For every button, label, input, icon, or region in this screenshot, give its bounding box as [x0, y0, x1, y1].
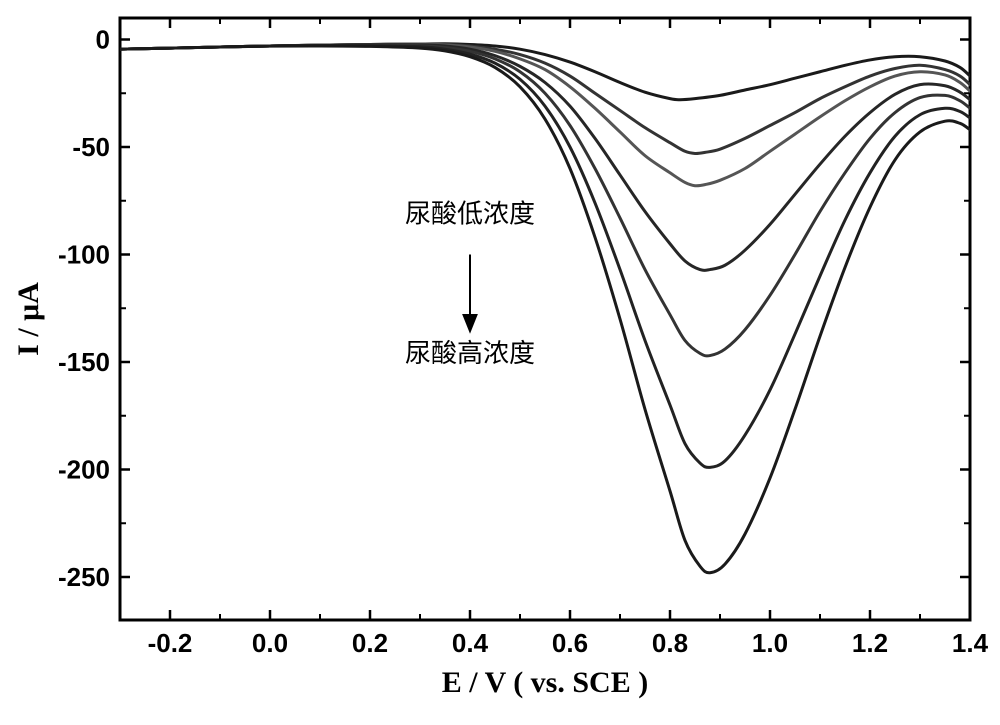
x-tick-label: 0.2	[352, 628, 388, 658]
annotation-top: 尿酸低浓度	[405, 199, 535, 228]
y-axis-label: I / μA	[12, 282, 45, 356]
x-tick-label: -0.2	[148, 628, 193, 658]
x-tick-label: 1.2	[852, 628, 888, 658]
annotation-bottom: 尿酸高浓度	[405, 339, 535, 368]
chart-svg: -0.2 0.0 0.2 0.4 0.6 0.8 1.0 1.2 1.4 0 -50 -100 -150…	[0, 0, 1000, 725]
y-tick-label: -200	[58, 455, 110, 485]
x-tick-label: 0.8	[652, 628, 688, 658]
y-tick-label: 0	[96, 25, 110, 55]
y-tick-label: -100	[58, 240, 110, 270]
x-tick-label: 0.0	[252, 628, 288, 658]
x-tick-label: 0.6	[552, 628, 588, 658]
x-axis-label: E / V ( vs. SCE )	[442, 666, 648, 699]
y-tick-label: -250	[58, 562, 110, 592]
y-tick-label: -50	[72, 132, 110, 162]
x-tick-label: 1.4	[952, 628, 989, 658]
x-tick-label: 1.0	[752, 628, 788, 658]
y-tick-label: -150	[58, 347, 110, 377]
voltammogram-chart: -0.2 0.0 0.2 0.4 0.6 0.8 1.0 1.2 1.4 0 -50 -100 -150…	[0, 0, 1000, 725]
x-tick-label: 0.4	[452, 628, 489, 658]
